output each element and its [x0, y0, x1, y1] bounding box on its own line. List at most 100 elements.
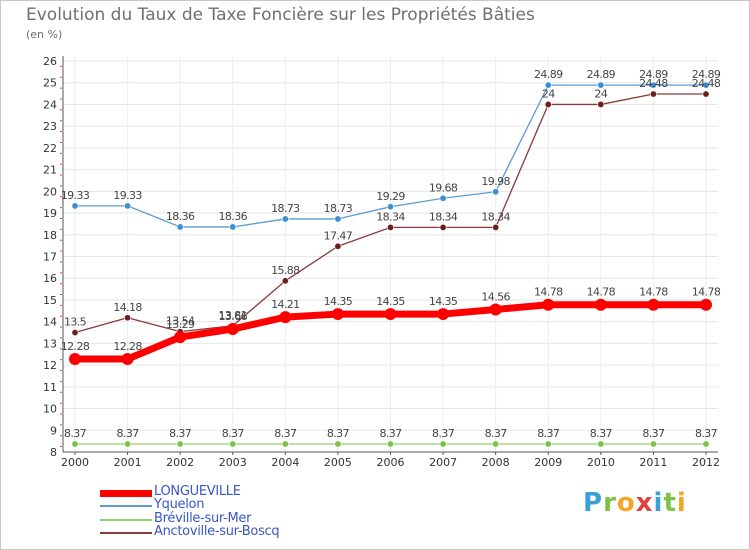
data-label-br-ville-sur-mer: 8.37: [695, 427, 718, 440]
y-tick-label: 16: [43, 272, 57, 285]
data-label-br-ville-sur-mer: 8.37: [432, 427, 455, 440]
data-point-br-ville-sur-mer: [492, 440, 500, 448]
y-tick-label: 17: [43, 251, 57, 264]
x-tick-label: 2005: [324, 456, 352, 469]
data-label-yquelon: 18.73: [324, 202, 353, 215]
data-label-br-ville-sur-mer: 8.37: [485, 427, 508, 440]
data-point-yquelon: [439, 194, 447, 202]
data-point-longueville: [174, 331, 187, 344]
legend-label: LONGUEVILLE: [154, 484, 241, 499]
data-point-br-ville-sur-mer: [281, 440, 289, 448]
data-label-longueville: 14.35: [324, 295, 353, 308]
data-label-longueville: 14.35: [376, 295, 405, 308]
proxiti-logo: Proxiti: [583, 488, 687, 518]
data-point-br-ville-sur-mer: [334, 440, 342, 448]
y-tick-label: 24: [43, 98, 57, 111]
data-label-yquelon: 19.29: [376, 190, 405, 203]
y-tick-label: 19: [43, 207, 57, 220]
data-label-anctoville-sur-boscq: 24.48: [692, 77, 721, 90]
data-point-yquelon: [229, 223, 237, 231]
y-axis-unit: (en %): [26, 28, 63, 41]
data-point-yquelon: [281, 215, 289, 223]
data-label-anctoville-sur-boscq: 14.18: [113, 301, 142, 314]
data-point-yquelon: [597, 81, 605, 89]
data-point-longueville: [279, 311, 292, 324]
x-tick-label: 2001: [114, 456, 142, 469]
data-label-anctoville-sur-boscq: 24: [542, 87, 555, 100]
data-label-br-ville-sur-mer: 8.37: [274, 427, 297, 440]
y-tick-label: 23: [43, 120, 57, 133]
data-label-br-ville-sur-mer: 8.37: [64, 427, 87, 440]
data-point-yquelon: [176, 223, 184, 231]
data-point-br-ville-sur-mer: [386, 440, 394, 448]
y-tick-label: 10: [43, 403, 57, 416]
data-label-yquelon: 24.89: [639, 68, 668, 81]
x-tick-label: 2002: [166, 456, 194, 469]
data-label-yquelon: 18.36: [166, 210, 195, 223]
x-tick-label: 2006: [377, 456, 405, 469]
x-tick-label: 2009: [534, 456, 562, 469]
data-label-yquelon: 24.89: [534, 68, 563, 81]
x-tick-label: 2008: [482, 456, 510, 469]
data-point-br-ville-sur-mer: [439, 440, 447, 448]
logo-letter: r: [603, 488, 617, 518]
legend-swatch: [100, 532, 152, 534]
data-point-yquelon: [544, 81, 552, 89]
x-tick-label: 2007: [429, 456, 457, 469]
data-point-br-ville-sur-mer: [176, 440, 184, 448]
y-tick-label: 20: [43, 185, 57, 198]
data-label-anctoville-sur-boscq: 13.5: [64, 316, 87, 329]
data-label-anctoville-sur-boscq: 13.81: [219, 309, 248, 322]
logo-letter: o: [616, 488, 636, 518]
data-label-longueville: 13.66: [219, 310, 248, 323]
data-label-longueville: 14.78: [639, 286, 668, 299]
data-label-yquelon: 19.33: [113, 189, 142, 202]
data-point-br-ville-sur-mer: [229, 440, 237, 448]
data-point-longueville: [69, 353, 81, 366]
data-label-yquelon: 19.68: [429, 181, 458, 194]
data-label-anctoville-sur-boscq: 24: [594, 87, 607, 100]
data-label-anctoville-sur-boscq: 18.34: [481, 210, 510, 223]
data-label-anctoville-sur-boscq: 18.34: [429, 210, 458, 223]
data-point-longueville: [121, 353, 134, 366]
data-point-longueville: [700, 298, 712, 311]
data-point-br-ville-sur-mer: [649, 440, 657, 448]
data-point-yquelon: [702, 81, 710, 89]
data-point-yquelon: [71, 202, 79, 210]
data-label-anctoville-sur-boscq: 18.34: [376, 210, 405, 223]
data-point-longueville: [437, 308, 450, 321]
x-tick-label: 2000: [61, 456, 89, 469]
data-point-br-ville-sur-mer: [71, 440, 79, 448]
data-point-anctoville-sur-boscq: [597, 100, 605, 108]
legend-label: Bréville-sur-Mer: [154, 511, 252, 526]
data-point-anctoville-sur-boscq: [492, 223, 500, 231]
data-label-br-ville-sur-mer: 8.37: [537, 427, 560, 440]
data-label-br-ville-sur-mer: 8.37: [379, 427, 402, 440]
data-point-anctoville-sur-boscq: [386, 223, 394, 231]
data-label-br-ville-sur-mer: 8.37: [222, 427, 245, 440]
data-label-anctoville-sur-boscq: 15.88: [271, 264, 300, 277]
x-tick-label: 2003: [219, 456, 247, 469]
data-point-longueville: [647, 298, 660, 311]
data-label-longueville: 14.21: [271, 298, 300, 311]
x-tick-label: 2010: [587, 456, 615, 469]
y-tick-label: 11: [43, 381, 57, 394]
data-label-longueville: 14.35: [429, 295, 458, 308]
data-label-yquelon: 19.98: [481, 175, 510, 188]
legend-swatch: [100, 505, 152, 507]
data-label-anctoville-sur-boscq: 13.54: [166, 315, 195, 328]
data-point-anctoville-sur-boscq: [281, 277, 289, 285]
legend-swatch: [100, 519, 152, 521]
x-tick-label: 2004: [271, 456, 299, 469]
logo-letter: t: [663, 488, 677, 518]
y-tick-label: 26: [43, 55, 57, 68]
y-tick-label: 13: [43, 337, 57, 350]
data-point-longueville: [542, 298, 555, 311]
y-tick-label: 9: [50, 424, 57, 437]
y-tick-label: 18: [43, 229, 57, 242]
data-label-br-ville-sur-mer: 8.37: [327, 427, 350, 440]
data-point-anctoville-sur-boscq: [124, 314, 132, 322]
data-label-yquelon: 24.89: [692, 68, 721, 81]
data-label-longueville: 14.56: [481, 291, 510, 304]
